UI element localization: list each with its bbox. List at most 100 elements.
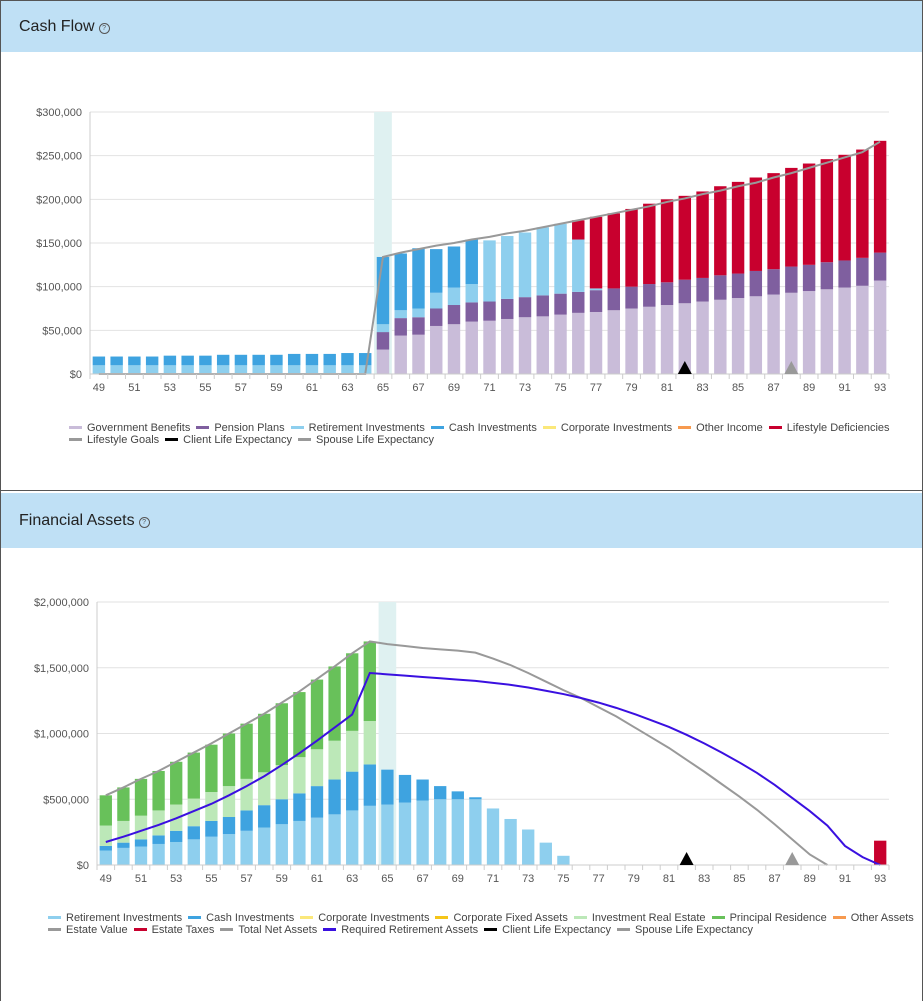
- bar-retirement-investments: [504, 818, 517, 865]
- bar-cash-investments: [398, 774, 412, 803]
- bar-pension-plans: [554, 293, 567, 315]
- cash-flow-legend: Government Benefits Pension Plans Retireme…: [69, 420, 890, 446]
- bar-cash-investments: [323, 353, 336, 366]
- legend-item-principal-residence[interactable]: Principal Residence: [711, 912, 827, 924]
- bar-principal-residence: [134, 778, 148, 816]
- legend-label: Lifestyle Deficiencies: [786, 421, 890, 434]
- bar-retirement-investments: [152, 843, 165, 865]
- legend-item-spouse-life-expectancy[interactable]: Spouse Life Expectancy: [298, 434, 434, 446]
- bar-lifestyle-deficiencies: [731, 181, 745, 274]
- y-tick-label: $250,000: [36, 151, 82, 163]
- bar-investment-real-estate: [187, 798, 200, 827]
- bar-pension-plans: [376, 332, 390, 350]
- legend-label: Cash Investments: [448, 421, 537, 434]
- help-circle-icon[interactable]: ?: [98, 23, 110, 34]
- legend-item-retirement-investments[interactable]: Retirement Investments: [290, 422, 425, 434]
- legend-item-estate-value[interactable]: Estate Value: [48, 924, 128, 936]
- bar-government-benefits: [749, 296, 763, 374]
- bar-pension-plans: [625, 286, 638, 309]
- bar-pension-plans: [412, 317, 425, 335]
- legend-item-required-retirement-assets[interactable]: Required Retirement Assets: [323, 924, 478, 936]
- legend-item-retirement-investments[interactable]: Retirement Investments: [48, 912, 182, 924]
- x-tick-label: 91: [838, 382, 850, 394]
- bar-retirement-investments: [181, 365, 194, 374]
- bar-investment-real-estate: [117, 820, 130, 843]
- legend-label: Corporate Fixed Assets: [453, 911, 568, 924]
- bar-lifestyle-deficiencies: [678, 195, 692, 280]
- legend-item-client-life-expectancy[interactable]: Client Life Expectancy: [165, 434, 292, 446]
- legend-label: Other Assets: [850, 911, 914, 924]
- legend-item-spouse-life-expectancy[interactable]: Spouse Life Expectancy: [617, 924, 753, 936]
- bar-investment-real-estate: [275, 765, 288, 800]
- bar-retirement-investments: [216, 365, 230, 374]
- x-tick-label: 79: [625, 382, 637, 394]
- legend-item-other-assets[interactable]: Other Assets: [832, 911, 914, 924]
- y-tick-label: $0: [70, 369, 82, 381]
- bar-cash-investments: [465, 239, 478, 285]
- bar-retirement-investments: [275, 824, 288, 865]
- bar-retirement-investments: [128, 365, 141, 374]
- financial-assets-chart: $0 $500,000 $1,000,000 $1,500,000 $2,000,000…: [34, 597, 890, 885]
- legend-label: Corporate Investments: [560, 421, 673, 434]
- bar-pension-plans: [572, 291, 585, 313]
- y-tick-label: $150,000: [36, 238, 82, 250]
- bar-cash-investments: [128, 356, 141, 366]
- legend-item-lifestyle-goals[interactable]: Lifestyle Goals: [69, 434, 159, 446]
- bar-estate-taxes: [874, 840, 887, 865]
- x-tick-label: 79: [628, 873, 640, 885]
- bar-lifestyle-deficiencies: [643, 203, 656, 285]
- cash-flow-chart: $0 $50,000 $100,000 $150,000 $200,000 $250,00…: [36, 107, 890, 394]
- cash-flow-header: Cash Flow ?: [1, 1, 922, 52]
- legend-item-corporate-fixed-assets[interactable]: Corporate Fixed Assets: [435, 911, 568, 924]
- bar-government-benefits: [678, 303, 692, 374]
- bar-pension-plans: [518, 297, 532, 318]
- legend-item-cash-investments[interactable]: Cash Investments: [188, 912, 294, 924]
- legend-item-other-income[interactable]: Other Income: [678, 422, 763, 434]
- cash-flow-panel: Cash Flow ? $0 $50,000 $100,000 $150,000 $20…: [0, 0, 923, 491]
- bar-investment-real-estate: [328, 740, 341, 780]
- bar-retirement-investments: [252, 365, 265, 374]
- bar-principal-residence: [222, 733, 236, 787]
- legend-item-corporate-investments[interactable]: Corporate Investments: [542, 421, 673, 434]
- bar-retirement-investments: [187, 839, 200, 865]
- bar-government-benefits: [785, 292, 798, 374]
- bar-retirement-investments: [222, 834, 236, 865]
- legend-swatch: [69, 426, 82, 429]
- legend-swatch: [542, 426, 556, 429]
- x-tick-label: 93: [874, 873, 886, 885]
- bar-principal-residence: [117, 787, 130, 821]
- legend-item-cash-investments[interactable]: Cash Investments: [430, 421, 537, 434]
- legend-item-investment-real-estate[interactable]: Investment Real Estate: [573, 912, 706, 924]
- help-circle-icon[interactable]: ?: [138, 517, 150, 528]
- legend-label: Other Income: [696, 421, 763, 434]
- x-tick-label: 53: [164, 382, 176, 394]
- x-tick-label: 87: [768, 873, 780, 885]
- legend-swatch: [711, 916, 725, 919]
- bar-lifestyle-deficiencies: [873, 140, 887, 253]
- financial-assets-legend: Retirement Investments Cash Investments Co…: [48, 910, 914, 936]
- bar-retirement-investments: [110, 365, 123, 374]
- x-tick-label: 59: [276, 873, 288, 885]
- legend-item-total-net-assets[interactable]: Total Net Assets: [220, 924, 317, 936]
- legend-item-pension-plans[interactable]: Pension Plans: [196, 422, 285, 434]
- bar-principal-residence: [363, 641, 376, 722]
- bar-cash-investments: [469, 797, 482, 800]
- legend-item-corporate-investments[interactable]: Corporate Investments: [300, 912, 429, 924]
- legend-item-government-benefits[interactable]: Government Benefits: [69, 422, 190, 434]
- legend-item-client-life-expectancy[interactable]: Client Life Expectancy: [484, 924, 611, 936]
- bar-retirement-investments: [163, 365, 177, 374]
- bar-cash-investments: [145, 356, 159, 366]
- legend-label: Required Retirement Assets: [341, 923, 479, 936]
- legend-item-lifestyle-deficiencies[interactable]: Lifestyle Deficiencies: [768, 421, 890, 434]
- x-tick-label: 69: [452, 873, 464, 885]
- x-tick-label: 49: [93, 382, 105, 394]
- legend-item-estate-taxes[interactable]: Estate Taxes: [133, 924, 214, 936]
- bar-government-benefits: [394, 335, 407, 374]
- bar-lifestyle-deficiencies: [767, 173, 780, 270]
- bar-government-benefits: [873, 280, 887, 374]
- x-tick-label: 53: [170, 873, 182, 885]
- legend-label: Spouse Life Expectancy: [316, 433, 435, 446]
- bar-cash-investments: [341, 353, 354, 366]
- bar-pension-plans: [607, 288, 621, 311]
- bar-investment-real-estate: [363, 721, 376, 765]
